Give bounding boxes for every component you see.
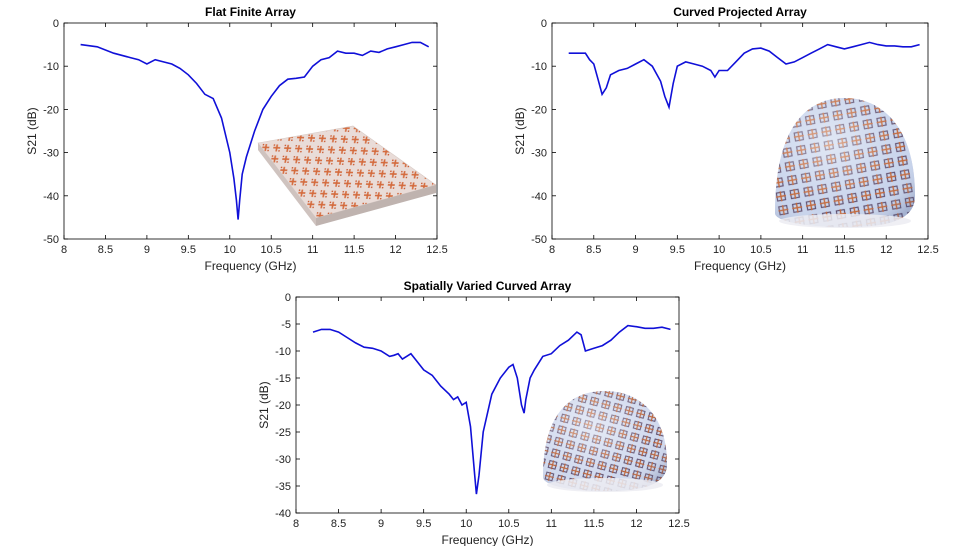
y-tick-label: -10 bbox=[275, 346, 291, 358]
x-tick-label: 11.5 bbox=[584, 518, 605, 530]
x-tick-label: 8 bbox=[61, 244, 67, 256]
x-tick-label: 11 bbox=[307, 244, 318, 256]
y-tick-label: -30 bbox=[275, 454, 291, 466]
varied-dome-photo-inset bbox=[543, 391, 667, 492]
y-tick-label: -50 bbox=[43, 234, 59, 246]
x-tick-label: 12 bbox=[880, 244, 892, 256]
x-tick-label: 11 bbox=[797, 244, 808, 256]
chart-title: Curved Projected Array bbox=[673, 5, 807, 19]
chart-2: 8 8.5 9 9.5 10 10.5 11 11.5 12 12.5 0 -10 -20 -30 -40 -… bbox=[513, 5, 939, 273]
x-axis-label: Frequency (GHz) bbox=[441, 533, 533, 546]
x-tick-label: 9.5 bbox=[181, 244, 196, 256]
x-tick-label: 9.5 bbox=[670, 244, 685, 256]
x-tick-label: 10.5 bbox=[498, 518, 519, 530]
y-axis-label: S21 (dB) bbox=[513, 107, 527, 154]
x-tick-label: 8 bbox=[549, 244, 555, 256]
x-tick-label: 10 bbox=[224, 244, 236, 256]
plot-frame bbox=[551, 22, 929, 240]
y-tick-label: -30 bbox=[43, 148, 59, 160]
y-tick-label: 0 bbox=[285, 292, 291, 304]
y-tick-label: -35 bbox=[275, 481, 291, 493]
flat-array-photo-inset bbox=[257, 125, 437, 226]
y-tick-label: -50 bbox=[531, 234, 547, 246]
x-tick-label: 12.5 bbox=[426, 244, 447, 256]
y-tick-label: -15 bbox=[275, 373, 291, 385]
series-line bbox=[80, 41, 430, 220]
y-tick-label: -40 bbox=[275, 508, 291, 520]
x-axis-label: Frequency (GHz) bbox=[694, 259, 786, 273]
x-tick-label: 11 bbox=[546, 518, 557, 530]
x-tick-label: 10 bbox=[460, 518, 472, 530]
x-tick-label: 9.5 bbox=[416, 518, 431, 530]
x-tick-label: 11.5 bbox=[344, 244, 365, 256]
x-axis-label: Frequency (GHz) bbox=[204, 259, 296, 273]
x-tick-label: 12.5 bbox=[668, 518, 689, 530]
x-tick-label: 12 bbox=[630, 518, 642, 530]
y-tick-label: -10 bbox=[43, 61, 59, 73]
y-tick-label: -20 bbox=[43, 104, 59, 116]
chart-title: Flat Finite Array bbox=[205, 5, 296, 19]
x-tick-label: 9 bbox=[378, 518, 384, 530]
chart-3: 8 8.5 9 9.5 10 10.5 11 11.5 12 12.5 0 -5 -10 -15 -20 -2… bbox=[257, 279, 690, 546]
x-tick-label: 12 bbox=[389, 244, 401, 256]
y-tick-label: -5 bbox=[281, 319, 291, 331]
y-axis-label: S21 (dB) bbox=[257, 381, 271, 428]
x-tick-label: 9 bbox=[144, 244, 150, 256]
y-tick-label: -40 bbox=[43, 191, 59, 203]
x-tick-label: 8.5 bbox=[586, 244, 601, 256]
x-tick-label: 9 bbox=[632, 244, 638, 256]
y-tick-label: -10 bbox=[531, 61, 547, 73]
y-tick-label: -20 bbox=[531, 104, 547, 116]
series-line bbox=[568, 41, 920, 111]
y-tick-label: 0 bbox=[53, 18, 59, 30]
y-tick-label: -30 bbox=[531, 148, 547, 160]
plot-frame bbox=[63, 22, 438, 240]
x-tick-label: 11.5 bbox=[834, 244, 855, 256]
y-tick-label: -40 bbox=[531, 191, 547, 203]
x-tick-label: 12.5 bbox=[917, 244, 938, 256]
x-tick-label: 10.5 bbox=[261, 244, 282, 256]
y-tick-label: 0 bbox=[541, 18, 547, 30]
x-tick-label: 8 bbox=[293, 518, 299, 530]
chart-title: Spatially Varied Curved Array bbox=[404, 279, 572, 293]
y-axis-label: S21 (dB) bbox=[25, 107, 39, 154]
curved-dome-photo-inset bbox=[775, 98, 915, 228]
x-tick-label: 10 bbox=[713, 244, 725, 256]
y-tick-label: -20 bbox=[275, 400, 291, 412]
x-tick-label: 10.5 bbox=[750, 244, 771, 256]
x-tick-label: 8.5 bbox=[331, 518, 346, 530]
y-tick-label: -25 bbox=[275, 427, 291, 439]
x-tick-label: 8.5 bbox=[98, 244, 113, 256]
chart-1: 8 8.5 9 9.5 10 10.5 11 11.5 12 12.5 0 -10 -20 -30 -40 -… bbox=[25, 5, 448, 273]
series-line bbox=[312, 324, 671, 495]
